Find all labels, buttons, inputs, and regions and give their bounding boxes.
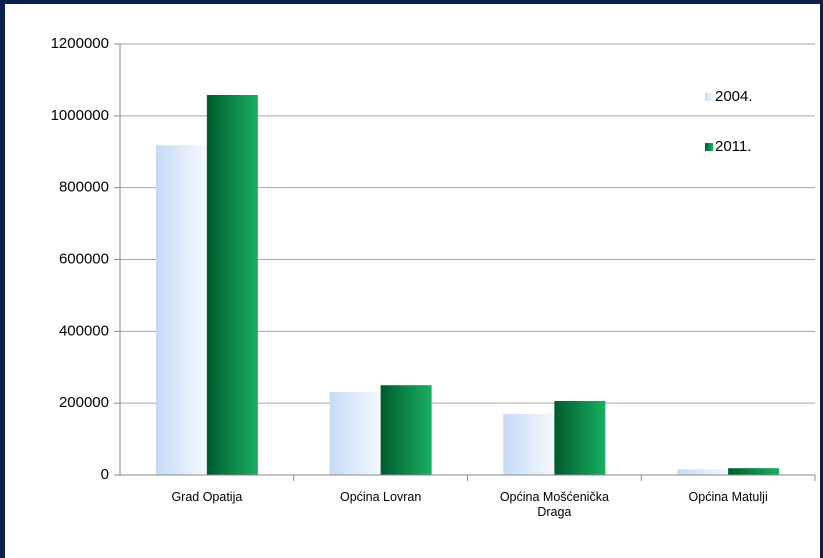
x-tick-label: Općina Lovran: [339, 490, 422, 504]
legend-label: 2004.: [715, 88, 753, 105]
bar: [728, 468, 780, 475]
y-tick-label: 1000000: [51, 107, 109, 124]
y-tick-label: 400000: [59, 322, 109, 339]
bar: [155, 145, 207, 475]
bar: [206, 95, 258, 476]
x-tick-label: Općina Mošćenička Draga: [499, 490, 609, 519]
y-tick-label: 200000: [59, 394, 109, 411]
y-tick-label: 800000: [59, 179, 109, 196]
legend-swatch: [705, 143, 713, 151]
legend-swatch: [705, 93, 713, 101]
bar: [329, 392, 381, 475]
y-tick-label: 1200000: [51, 35, 109, 52]
bar: [503, 413, 555, 475]
legend-label: 2011.: [715, 138, 751, 155]
x-tick-label: Grad Opatija: [171, 490, 243, 504]
bar: [677, 469, 729, 475]
bar: [380, 385, 432, 475]
x-tick-label: Općina Matulji: [688, 490, 768, 504]
y-tick-label: 600000: [59, 250, 109, 267]
y-tick-label: 0: [101, 466, 109, 483]
bar: [554, 401, 606, 475]
